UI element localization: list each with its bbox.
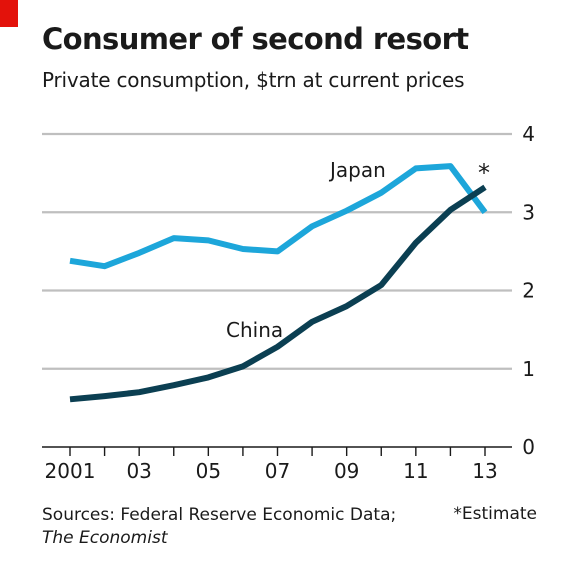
- x-tick-label-13: 13: [472, 459, 497, 483]
- series-lines: Japan China: [69, 158, 488, 403]
- source-note: Sources: Federal Reserve Economic Data; …: [42, 504, 396, 550]
- annotations: *: [478, 159, 490, 187]
- y-tick-labels: 0 1 2 3 4: [522, 122, 535, 459]
- x-axis: 2001 03 05 07 09 11 13: [45, 447, 498, 483]
- chart-title: Consumer of second resort: [42, 22, 469, 56]
- y-tick-label-0: 0: [522, 435, 535, 459]
- y-tick-label-2: 2: [522, 279, 535, 303]
- y-tick-label-4: 4: [522, 122, 535, 146]
- chart-subtitle: Private consumption, $trn at current pri…: [42, 68, 465, 92]
- series-label-japan: Japan: [328, 158, 386, 182]
- x-tick-label-03: 03: [126, 459, 151, 483]
- source-line-1: Sources: Federal Reserve Economic Data;: [42, 505, 397, 525]
- y-tick-label-3: 3: [522, 200, 535, 224]
- estimate-asterisk: *: [478, 159, 490, 187]
- x-tick-label-2001: 2001: [45, 459, 96, 483]
- series-line-china: [69, 184, 487, 403]
- x-tick-label-11: 11: [403, 459, 428, 483]
- y-tick-label-1: 1: [522, 357, 535, 381]
- series-label-china: China: [226, 318, 283, 342]
- series-line-japan: [69, 163, 488, 270]
- x-tick-label-07: 07: [265, 459, 290, 483]
- brand-red-tag: [0, 0, 18, 27]
- x-tick-label-05: 05: [196, 459, 221, 483]
- source-line-2: The Economist: [42, 528, 168, 548]
- estimate-footnote: *Estimate: [453, 504, 537, 524]
- gridlines: [42, 132, 512, 448]
- x-tick-label-09: 09: [334, 459, 359, 483]
